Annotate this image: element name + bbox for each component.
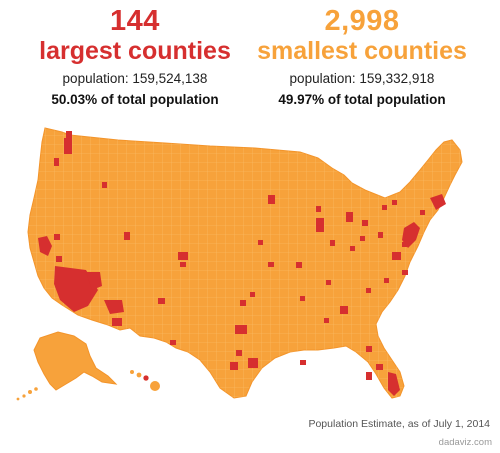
county-bay-area: [38, 236, 52, 256]
county-southern-california: [54, 266, 98, 312]
county-south-florida: [388, 372, 400, 396]
county-dc-area: [392, 252, 401, 260]
county-virginia-beach: [402, 270, 408, 275]
county-el-paso: [170, 340, 176, 345]
county-northeast-corridor: [402, 222, 420, 248]
county-kansas-city: [268, 262, 274, 267]
county-harris: [248, 358, 258, 368]
county-cuyahoga: [362, 220, 368, 226]
county-hartford: [420, 210, 425, 215]
county-sacramento: [54, 234, 60, 240]
county-shelby-tn: [300, 296, 305, 301]
county-monroe-ny: [392, 200, 397, 205]
county-honolulu: [143, 375, 149, 381]
smallest-count: 2,998: [324, 5, 400, 37]
largest-counties-layer: [38, 131, 446, 396]
alaska-shape: [33, 331, 118, 391]
county-franklin-oh: [360, 236, 365, 241]
county-marion-in: [330, 240, 335, 246]
county-hennepin: [268, 195, 275, 204]
county-fresno: [56, 256, 62, 262]
county-erie-ny: [382, 205, 387, 210]
county-mecklenburg: [366, 288, 371, 293]
county-orange-fl: [376, 364, 383, 370]
county-portland-or: [54, 158, 59, 166]
county-omaha: [258, 240, 263, 245]
county-hillsborough: [366, 372, 372, 380]
county-cook: [316, 218, 324, 232]
county-salt-lake: [124, 232, 130, 240]
smallest-percent: 49.97% of total population: [278, 92, 446, 107]
county-ada-id: [102, 182, 107, 188]
county-denver: [178, 252, 188, 260]
county-king-wa: [64, 138, 72, 154]
county-milwaukee: [316, 206, 321, 212]
largest-counties-panel: 144 largest counties population: 159,524…: [20, 6, 250, 108]
smallest-label: smallest counties: [257, 37, 467, 65]
county-boston: [430, 194, 446, 210]
largest-population: population: 159,524,138: [62, 71, 208, 86]
county-snohomish-wa: [66, 131, 72, 138]
county-travis: [236, 350, 242, 356]
county-wayne-mi: [346, 212, 353, 222]
county-allegheny: [378, 232, 383, 238]
largest-count: 144: [110, 5, 160, 37]
county-pima-az: [112, 318, 122, 326]
county-bernalillo-nm: [158, 298, 165, 304]
county-oklahoma: [240, 300, 246, 306]
county-atlanta: [340, 306, 348, 314]
largest-label: largest counties: [39, 37, 231, 65]
hawaii-shape: [130, 370, 160, 391]
county-wake: [384, 278, 389, 283]
county-davidson-tn: [326, 280, 331, 285]
footnote: Population Estimate, as of July 1, 2014: [308, 418, 490, 430]
source-credit: dadaviz.com: [438, 437, 492, 448]
county-tulsa: [250, 292, 255, 297]
largest-percent: 50.03% of total population: [51, 92, 219, 107]
county-clark-nv: [86, 272, 102, 290]
county-dallas: [235, 325, 247, 334]
county-bexar: [230, 362, 238, 370]
county-jefferson-al: [324, 318, 329, 323]
county-maricopa-az: [104, 300, 124, 314]
county-st-louis: [296, 262, 302, 268]
smallest-counties-panel: 2,998 smallest counties population: 159,…: [247, 6, 477, 108]
county-philadelphia: [402, 242, 407, 247]
aleutian-islands: [16, 387, 38, 401]
county-colorado-springs: [180, 262, 186, 267]
county-hamilton-oh: [350, 246, 355, 251]
county-lines: [28, 128, 462, 398]
county-orleans: [300, 360, 306, 365]
smallest-population: population: 159,332,918: [289, 71, 435, 86]
county-duval: [366, 346, 372, 352]
